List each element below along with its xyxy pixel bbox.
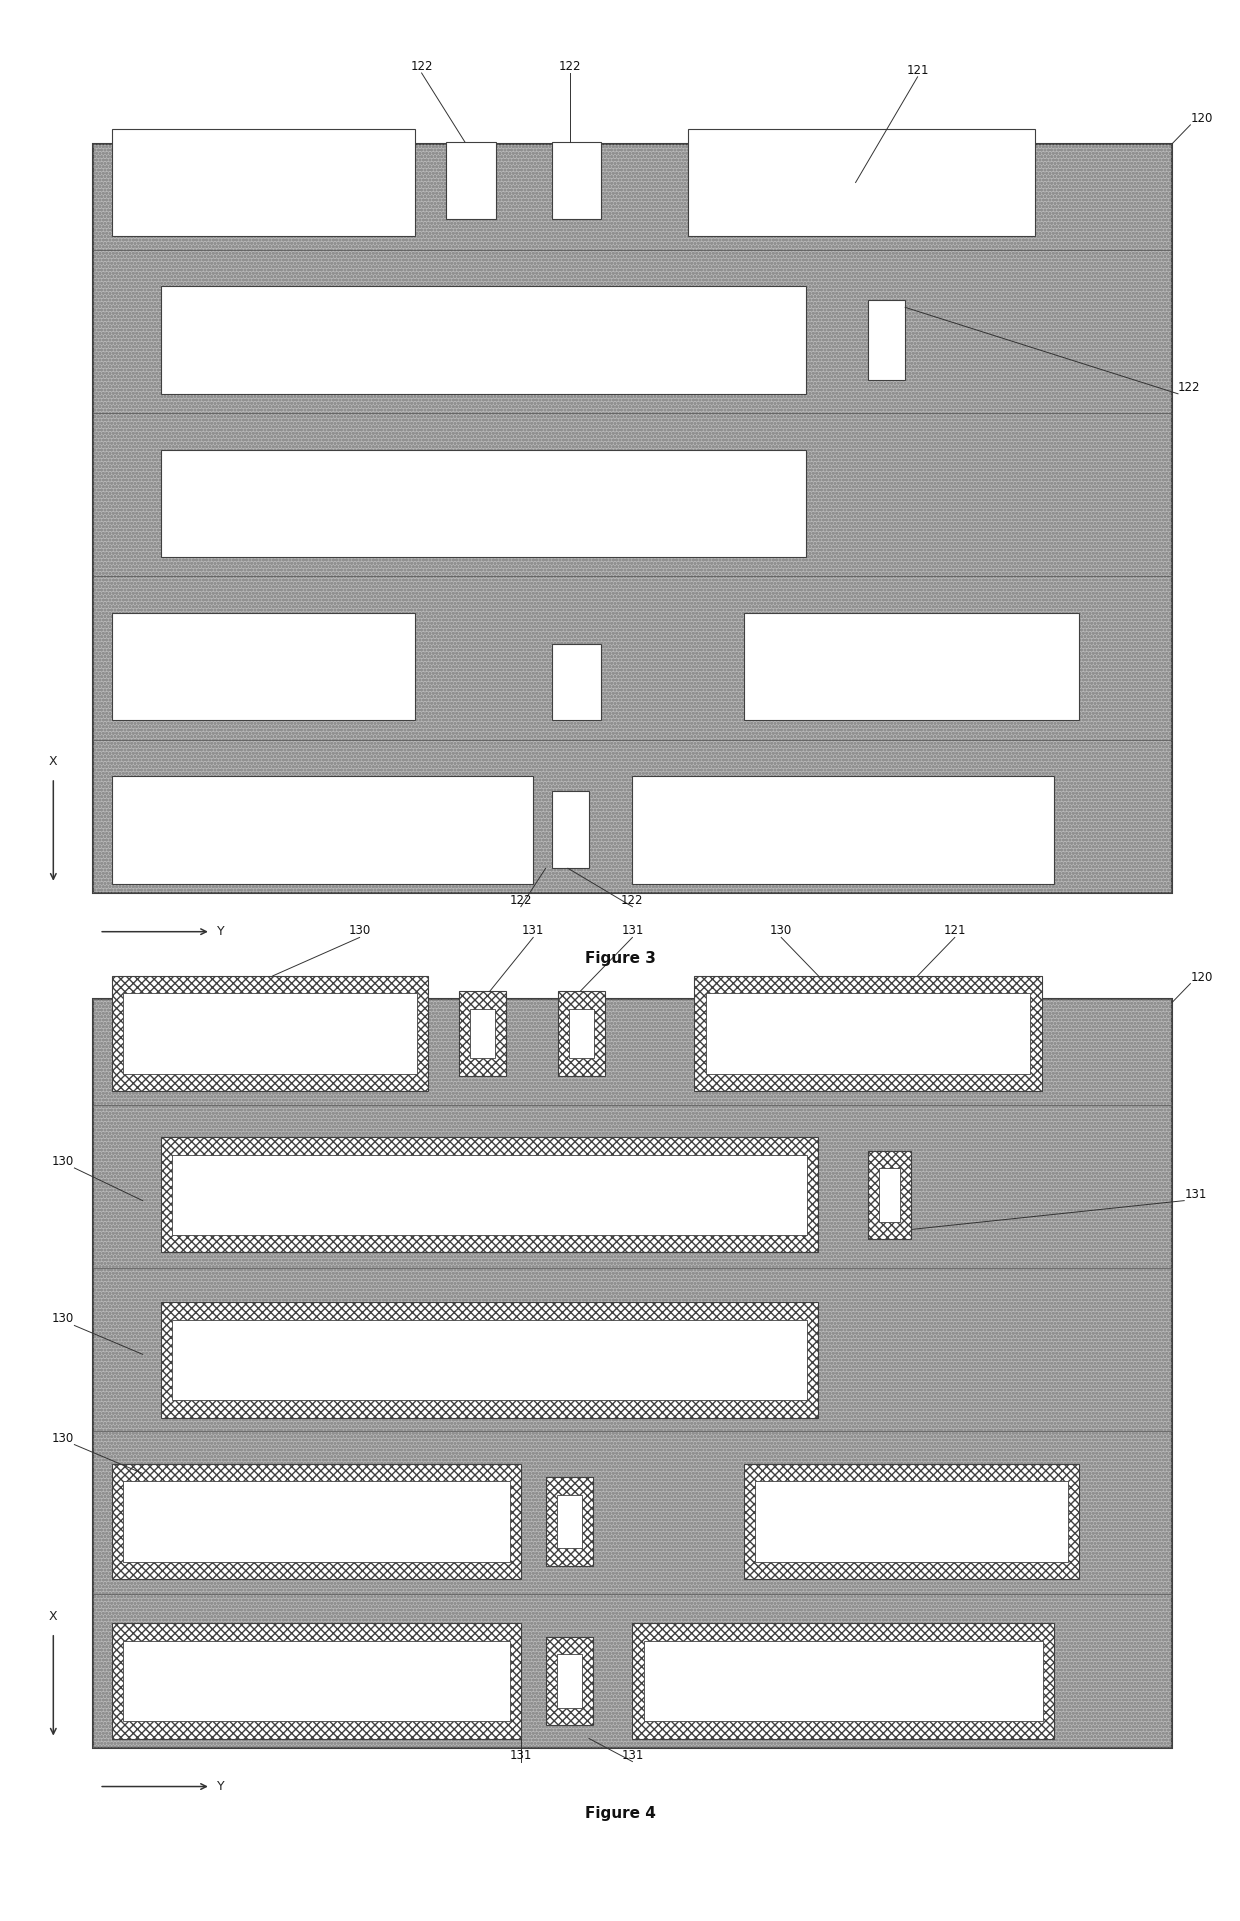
Text: 130: 130 bbox=[52, 1312, 74, 1325]
Bar bbox=[123, 1481, 510, 1562]
Text: 130: 130 bbox=[770, 924, 792, 937]
Bar bbox=[112, 776, 533, 884]
Text: 122: 122 bbox=[559, 60, 582, 73]
Bar bbox=[569, 1009, 594, 1058]
Bar bbox=[706, 993, 1030, 1074]
Text: 131: 131 bbox=[621, 1748, 644, 1762]
Text: 121: 121 bbox=[906, 63, 929, 77]
Bar bbox=[446, 142, 496, 219]
Bar bbox=[459, 991, 506, 1076]
Bar bbox=[694, 976, 1042, 1091]
Text: 130: 130 bbox=[52, 1155, 74, 1168]
Bar bbox=[123, 993, 417, 1074]
Bar bbox=[112, 1464, 521, 1579]
Bar bbox=[123, 1641, 510, 1721]
Text: 131: 131 bbox=[1184, 1187, 1207, 1201]
Bar bbox=[552, 142, 601, 219]
Bar bbox=[552, 644, 601, 720]
Text: 131: 131 bbox=[510, 1748, 532, 1762]
Text: 122: 122 bbox=[621, 893, 644, 907]
Text: 122: 122 bbox=[1178, 380, 1200, 394]
Bar bbox=[93, 999, 1172, 1748]
Bar bbox=[688, 129, 1035, 236]
Bar bbox=[632, 1623, 1054, 1739]
Bar bbox=[744, 1464, 1079, 1579]
Bar bbox=[868, 1151, 911, 1239]
Text: Figure 3: Figure 3 bbox=[584, 951, 656, 966]
Bar bbox=[632, 776, 1054, 884]
Bar bbox=[557, 1495, 582, 1548]
Text: 130: 130 bbox=[52, 1431, 74, 1445]
Bar bbox=[93, 144, 1172, 893]
Bar bbox=[879, 1168, 900, 1222]
Bar bbox=[93, 999, 1172, 1748]
Bar bbox=[172, 1320, 807, 1400]
Bar bbox=[470, 1009, 495, 1058]
Bar bbox=[112, 1623, 521, 1739]
Text: X: X bbox=[50, 1610, 57, 1623]
Bar bbox=[161, 286, 806, 394]
Bar bbox=[552, 791, 589, 868]
Bar bbox=[112, 129, 415, 236]
Text: 122: 122 bbox=[510, 893, 532, 907]
Bar bbox=[644, 1641, 1043, 1721]
Bar bbox=[744, 613, 1079, 720]
Text: Y: Y bbox=[217, 926, 224, 937]
Text: Y: Y bbox=[217, 1781, 224, 1792]
Text: X: X bbox=[50, 755, 57, 768]
Bar bbox=[546, 1637, 593, 1725]
Text: 120: 120 bbox=[1190, 970, 1213, 984]
Bar bbox=[557, 1654, 582, 1708]
Bar bbox=[558, 991, 605, 1076]
Bar bbox=[161, 1137, 818, 1252]
Text: 130: 130 bbox=[348, 924, 371, 937]
Bar bbox=[112, 976, 428, 1091]
Text: 121: 121 bbox=[944, 924, 966, 937]
Bar bbox=[93, 144, 1172, 893]
Bar bbox=[755, 1481, 1068, 1562]
Text: 120: 120 bbox=[1190, 111, 1213, 125]
Text: 131: 131 bbox=[522, 924, 544, 937]
Bar bbox=[868, 300, 905, 380]
Bar bbox=[172, 1155, 807, 1235]
Text: 131: 131 bbox=[621, 924, 644, 937]
Text: Figure 4: Figure 4 bbox=[584, 1806, 656, 1821]
Bar bbox=[546, 1477, 593, 1566]
Text: 122: 122 bbox=[410, 60, 433, 73]
Bar bbox=[161, 1302, 818, 1418]
Bar bbox=[161, 450, 806, 557]
Bar bbox=[112, 613, 415, 720]
